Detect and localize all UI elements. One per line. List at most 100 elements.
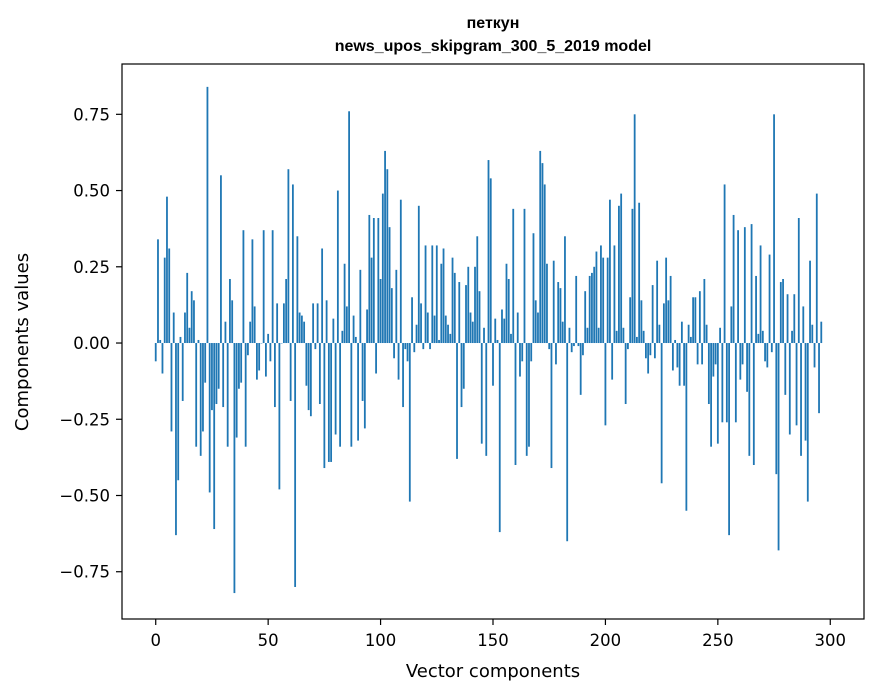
bar bbox=[507, 278, 510, 344]
bar bbox=[465, 285, 467, 344]
bar bbox=[696, 343, 699, 365]
bar bbox=[591, 272, 593, 344]
bar bbox=[379, 278, 382, 344]
bar bbox=[514, 343, 517, 465]
x-tick-label: 150 bbox=[477, 631, 509, 650]
bar bbox=[172, 312, 175, 344]
bar bbox=[309, 343, 312, 417]
bar bbox=[791, 330, 793, 344]
bar bbox=[330, 343, 333, 462]
bar bbox=[345, 306, 348, 344]
x-axis-label: Vector components bbox=[406, 661, 580, 682]
bar bbox=[397, 343, 400, 380]
bar bbox=[620, 193, 623, 344]
bar bbox=[438, 339, 440, 344]
bar bbox=[541, 163, 544, 344]
bar bbox=[752, 343, 755, 465]
bar bbox=[505, 263, 508, 344]
bar bbox=[636, 336, 638, 344]
y-tick-label: 0.00 bbox=[73, 334, 110, 353]
x-tick-label: 100 bbox=[365, 631, 397, 650]
bar bbox=[516, 312, 519, 344]
bar bbox=[244, 343, 247, 447]
y-tick-label: −0.75 bbox=[59, 563, 110, 582]
bar bbox=[269, 343, 272, 362]
bar bbox=[602, 257, 605, 344]
bar bbox=[748, 343, 751, 456]
bar bbox=[163, 257, 166, 344]
y-tick-label: −0.25 bbox=[59, 410, 110, 429]
bar bbox=[170, 343, 173, 432]
bar bbox=[802, 306, 805, 344]
bar bbox=[813, 343, 816, 368]
bar bbox=[815, 193, 818, 344]
bar bbox=[755, 275, 757, 344]
bar bbox=[537, 312, 539, 344]
bar bbox=[770, 343, 773, 353]
y-axis-ticks: −0.75 −0.50 −0.25 0.00 0.25 0.50 0.75 bbox=[59, 105, 122, 582]
bar bbox=[175, 343, 177, 536]
bar bbox=[577, 343, 580, 347]
bar bbox=[782, 278, 784, 344]
bar bbox=[543, 184, 546, 344]
bar bbox=[483, 327, 485, 344]
bar bbox=[393, 343, 395, 359]
bar bbox=[402, 343, 404, 408]
bar bbox=[707, 343, 710, 405]
bar bbox=[354, 336, 357, 344]
y-tick-label: −0.50 bbox=[59, 486, 110, 505]
bar bbox=[633, 114, 636, 344]
bar bbox=[274, 343, 276, 408]
bar bbox=[341, 330, 344, 344]
bar bbox=[764, 343, 766, 362]
bar bbox=[552, 260, 555, 344]
x-tick-label: 250 bbox=[702, 631, 734, 650]
bar bbox=[523, 208, 526, 344]
y-tick-label: 0.50 bbox=[73, 182, 110, 201]
bar bbox=[593, 266, 596, 344]
bar bbox=[653, 343, 656, 359]
bar bbox=[327, 343, 330, 462]
bar bbox=[645, 343, 647, 359]
bar bbox=[521, 343, 524, 362]
bar bbox=[806, 343, 809, 502]
bar bbox=[460, 343, 463, 408]
bar bbox=[408, 343, 411, 502]
bar bbox=[498, 343, 501, 533]
bar bbox=[444, 315, 447, 344]
bar bbox=[719, 327, 721, 344]
bar bbox=[656, 260, 659, 344]
bar bbox=[600, 245, 602, 344]
bar bbox=[166, 196, 168, 344]
bar bbox=[804, 343, 807, 441]
bar bbox=[469, 312, 472, 344]
bar bbox=[671, 343, 674, 371]
bar bbox=[240, 343, 243, 383]
bar bbox=[530, 343, 533, 362]
bar bbox=[390, 288, 393, 344]
bar bbox=[743, 227, 746, 344]
bar bbox=[222, 343, 225, 408]
bar bbox=[732, 214, 735, 344]
bar bbox=[458, 282, 461, 344]
bar bbox=[559, 288, 562, 344]
bar bbox=[698, 291, 701, 344]
bar bbox=[238, 343, 240, 389]
bar bbox=[381, 193, 384, 344]
bar bbox=[190, 291, 193, 344]
y-tick-label: 0.75 bbox=[73, 105, 110, 124]
bar bbox=[660, 343, 663, 484]
bar bbox=[631, 208, 634, 344]
bar bbox=[325, 300, 328, 344]
x-tick-label: 200 bbox=[590, 631, 622, 650]
bar bbox=[217, 343, 220, 389]
bar bbox=[359, 269, 362, 344]
bar bbox=[336, 190, 339, 344]
bar bbox=[564, 236, 566, 344]
bar bbox=[307, 343, 310, 411]
bar bbox=[368, 214, 371, 344]
bar bbox=[669, 275, 672, 344]
bar bbox=[231, 300, 234, 344]
bar bbox=[570, 343, 573, 353]
